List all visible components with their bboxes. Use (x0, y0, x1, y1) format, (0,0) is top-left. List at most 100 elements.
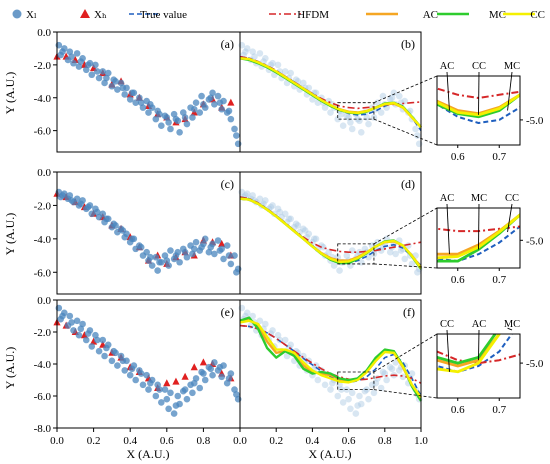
inset-b: 0.6 0.7 -5.0 AC CC MC (373, 61, 544, 163)
curve-cc-b (239, 57, 422, 129)
xl-point (269, 202, 276, 209)
xl-point (336, 267, 343, 274)
panel-frame-d (239, 171, 422, 295)
xl-point (343, 112, 351, 120)
xl-point (161, 252, 169, 259)
y-axis-label-row2: Y (A.U.) (3, 213, 17, 256)
inset-frame-b (436, 75, 521, 146)
inset-pointer-cc (507, 203, 513, 233)
xl-point (68, 53, 75, 60)
xl-point (183, 120, 191, 128)
xl-point (220, 255, 227, 263)
xh-point (80, 331, 89, 339)
xl-point (216, 99, 224, 106)
xl-point (357, 400, 365, 408)
xl-point (126, 371, 134, 379)
x-tick-label: 0.4 (306, 435, 320, 447)
xl-point (227, 260, 235, 268)
xl-point (356, 392, 363, 400)
xl-point (158, 122, 165, 129)
xl-point (281, 210, 289, 218)
xl-point (201, 376, 209, 384)
y-tick-label: -6.0 (34, 391, 52, 403)
inset-x-tick-label: 0.6 (451, 274, 465, 286)
panel-d: (d) (238, 171, 423, 295)
xl-point (77, 325, 85, 333)
xl-point (334, 115, 342, 123)
xl-point (152, 253, 160, 261)
xh-point (181, 372, 189, 380)
xl-point (207, 94, 215, 102)
xl-point (269, 327, 276, 334)
legend-label-cc: CC (530, 9, 545, 21)
xl-point (377, 109, 385, 116)
xl-point (93, 208, 101, 216)
xl-point (132, 99, 139, 106)
inset-pointer-cc (446, 329, 450, 372)
xl-point (392, 359, 399, 366)
xl-point (93, 68, 101, 75)
xl-point (256, 50, 264, 57)
xl-point (93, 336, 101, 344)
inset-pointer-mc (507, 71, 513, 111)
xl-point (374, 99, 381, 106)
insets: 0.6 0.7 -5.0 AC CC MC 0.6 0.7 -5.0 AC MC CC 0.6 0.7 -5… (373, 61, 544, 416)
xh-point (218, 239, 226, 247)
xl-point (205, 248, 213, 256)
inset-y-tick-label: -5.0 (526, 358, 544, 370)
xl-point (395, 92, 403, 100)
xl-point (112, 78, 119, 85)
legend-item-ac: AC (366, 9, 438, 21)
x-axis-label-right: X (A.U.) (309, 447, 352, 461)
xl-point (314, 376, 322, 384)
xl-point (112, 349, 119, 357)
xh-point (163, 379, 171, 387)
xl-point (370, 389, 378, 397)
xl-point (339, 122, 347, 129)
inset-label-cc: CC (472, 61, 486, 72)
xl-point (99, 336, 107, 344)
xl-point (183, 253, 191, 261)
x-tick-label: 0.8 (197, 435, 211, 447)
x-tick-label: 0.0 (50, 435, 64, 447)
y-tick-label: 0.0 (37, 167, 51, 179)
xl-point (167, 389, 174, 397)
xl-point (354, 402, 361, 409)
y-axis-label-row3: Y (A.U.) (3, 347, 17, 390)
xl-point (207, 243, 215, 251)
xl-point (339, 399, 347, 406)
xl-point (152, 392, 160, 400)
xh-point (90, 337, 98, 345)
xl-point (165, 262, 172, 269)
xl-point (281, 336, 289, 344)
xl-point (365, 395, 372, 403)
y-tick-label: -6.0 (34, 126, 52, 138)
xl-point (196, 384, 204, 392)
xl-point (145, 109, 152, 116)
xl-point (126, 96, 134, 103)
axis-labels: X (A.U.) X (A.U.) Y (A.U.) Y (A.U.) Y (A… (3, 72, 352, 461)
xl-point (101, 352, 108, 360)
xl-point (143, 371, 150, 379)
inset-pointer-mc (507, 327, 513, 331)
legend-label-hfdm: HFDM (297, 9, 329, 21)
xl-point (321, 381, 329, 389)
inset-curves (437, 334, 520, 374)
xl-point (145, 386, 152, 393)
xl-point (147, 379, 154, 387)
panel-label-c: (c) (221, 177, 234, 191)
xl-point (209, 371, 216, 379)
xl-point (77, 200, 85, 208)
xl-point (128, 365, 136, 373)
inset-d: 0.6 0.7 -5.0 AC MC CC (373, 193, 544, 286)
xl-point (365, 120, 372, 128)
panel-frame-b (239, 31, 422, 153)
xl-point (170, 410, 178, 417)
xl-point (345, 395, 352, 403)
xl-point (301, 227, 309, 234)
xl-point (249, 312, 256, 320)
xl-point (327, 386, 334, 393)
xl-point (310, 235, 318, 243)
xl-point (154, 267, 161, 274)
xl-point (158, 399, 165, 406)
